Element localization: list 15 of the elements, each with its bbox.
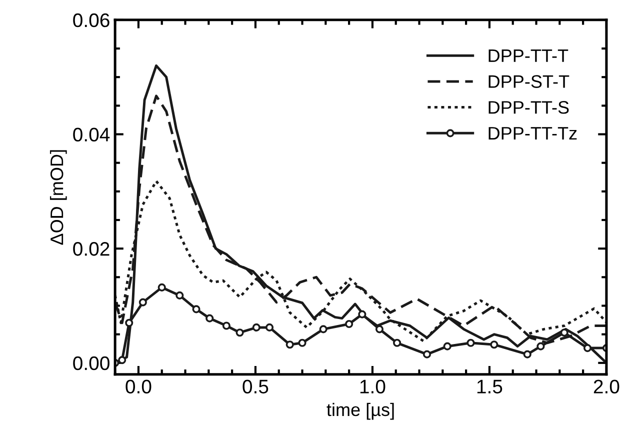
x-axis-title: time [µs]	[326, 402, 394, 420]
y-tick-label: 0.06	[73, 13, 110, 28]
x-tick-label: 1.5	[477, 380, 502, 394]
x-tick-label: 0.0	[126, 380, 152, 394]
legend-label: DPP-TT-Tz	[488, 127, 577, 140]
y-tick-label: 0.02	[73, 242, 110, 256]
x-tick-label: 1.0	[360, 380, 386, 394]
y-tick-label: 0.04	[73, 128, 110, 142]
y-tick-label: 0.00	[73, 356, 110, 370]
y-axis-title: ΔOD [mOD]	[50, 150, 67, 245]
legend-label: DPP-TT-S	[488, 101, 569, 114]
x-tick-label: 2.0	[594, 380, 620, 394]
legend-label: DPP-ST-T	[488, 75, 570, 88]
x-tick-label: 0.5	[242, 380, 268, 394]
legend-label: DPP-TT-T	[488, 49, 568, 62]
